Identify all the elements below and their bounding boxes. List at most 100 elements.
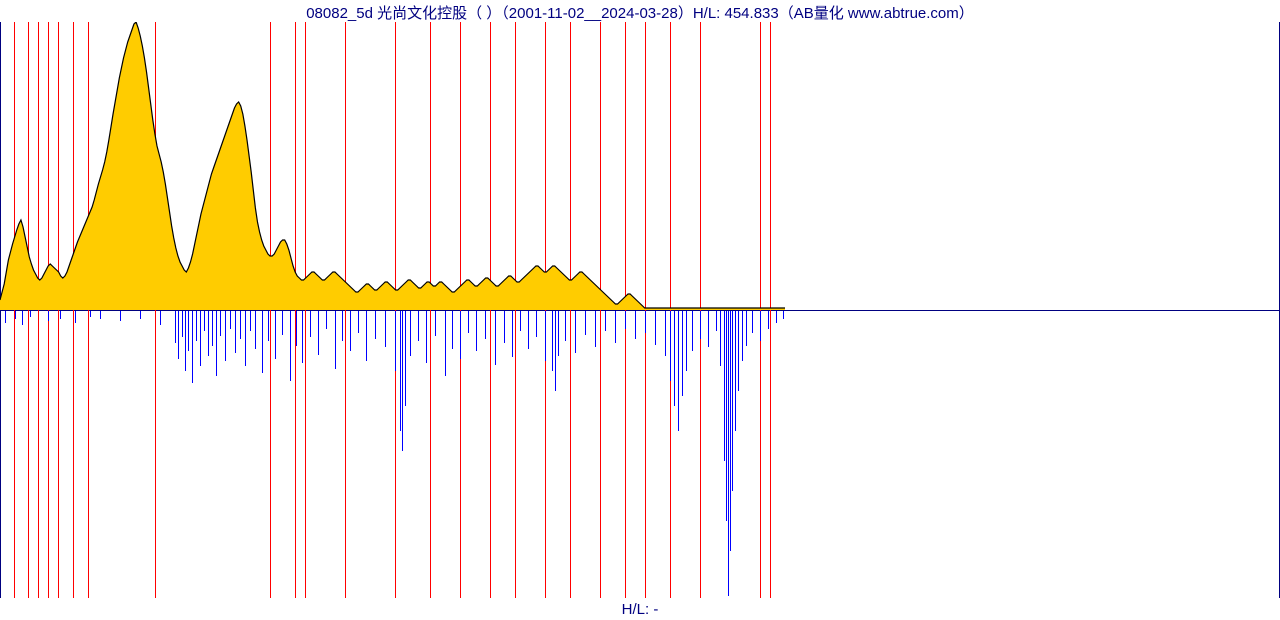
down-bar [730, 311, 731, 551]
down-bar [326, 311, 327, 329]
down-bar [635, 311, 636, 339]
down-bar [402, 311, 403, 451]
down-bar [512, 311, 513, 357]
down-bar [192, 311, 193, 383]
chart-title: 08082_5d 光尚文化控股（ ）（2001-11-02__2024-03-2… [0, 2, 1280, 23]
down-bar [742, 311, 743, 361]
price-chart [0, 22, 1280, 598]
down-bar [395, 311, 396, 371]
down-bar [768, 311, 769, 329]
down-bar [746, 311, 747, 346]
down-bar [405, 311, 406, 406]
down-bar [310, 311, 311, 337]
down-bar [615, 311, 616, 343]
down-bar [735, 311, 736, 431]
down-bar [724, 311, 725, 461]
down-bar [282, 311, 283, 335]
down-bar [220, 311, 221, 336]
down-bar [565, 311, 566, 341]
down-bar [752, 311, 753, 333]
down-bar [22, 311, 23, 325]
upper-area-svg [0, 22, 1280, 598]
down-bar [196, 311, 197, 341]
down-bar [686, 311, 687, 371]
down-bar [90, 311, 91, 317]
down-bar [400, 311, 401, 431]
down-bar [545, 311, 546, 361]
down-bar [783, 311, 784, 319]
down-bar [452, 311, 453, 349]
down-bar [290, 311, 291, 381]
down-bar [732, 311, 733, 491]
down-bar [212, 311, 213, 346]
down-bar [225, 311, 226, 361]
down-bar [268, 311, 269, 341]
down-bar [708, 311, 709, 347]
down-bar [418, 311, 419, 341]
down-bar [625, 311, 626, 329]
down-bar [595, 311, 596, 347]
down-bar [728, 311, 729, 596]
down-bar [200, 311, 201, 366]
down-bar [476, 311, 477, 351]
down-bar [240, 311, 241, 339]
down-bar [160, 311, 161, 325]
down-bar [100, 311, 101, 319]
down-bar [426, 311, 427, 363]
down-bar [235, 311, 236, 353]
down-bar [30, 311, 31, 317]
down-bar [670, 311, 671, 381]
down-bar [682, 311, 683, 396]
down-bar [245, 311, 246, 366]
down-bar [255, 311, 256, 349]
down-bar [188, 311, 189, 351]
down-bar [674, 311, 675, 406]
down-bar [250, 311, 251, 331]
down-bar [528, 311, 529, 349]
down-bar [776, 311, 777, 323]
down-bar [468, 311, 469, 333]
down-bar [208, 311, 209, 356]
upper-area-fill [0, 22, 785, 310]
down-bar [342, 311, 343, 341]
down-bar [445, 311, 446, 376]
down-bar [760, 311, 761, 341]
down-bar [318, 311, 319, 355]
down-bar [262, 311, 263, 373]
down-bar [5, 311, 6, 323]
down-bar [552, 311, 553, 371]
down-bar [140, 311, 141, 319]
down-bar [366, 311, 367, 361]
down-bar [178, 311, 179, 359]
down-bar [665, 311, 666, 356]
down-bar [48, 311, 49, 321]
down-bar [585, 311, 586, 335]
down-bar [738, 311, 739, 391]
down-bar [504, 311, 505, 343]
down-bar [726, 311, 727, 521]
down-bar [692, 311, 693, 351]
down-bar [558, 311, 559, 356]
down-bar [275, 311, 276, 359]
down-bar [296, 311, 297, 346]
down-bar [350, 311, 351, 351]
down-bar [520, 311, 521, 331]
chart-footer: H/L: - [0, 601, 1280, 618]
down-bar [460, 311, 461, 359]
down-bar [358, 311, 359, 333]
down-bar [204, 311, 205, 331]
down-bar [175, 311, 176, 343]
down-bar [555, 311, 556, 391]
down-bar [216, 311, 217, 376]
down-bar [60, 311, 61, 319]
down-bar [678, 311, 679, 431]
down-bar [185, 311, 186, 371]
down-bar [536, 311, 537, 337]
down-bar [495, 311, 496, 365]
down-bar [302, 311, 303, 363]
down-bar [716, 311, 717, 331]
down-bar [720, 311, 721, 366]
down-bar [230, 311, 231, 329]
down-bar [385, 311, 386, 347]
down-bar [335, 311, 336, 369]
